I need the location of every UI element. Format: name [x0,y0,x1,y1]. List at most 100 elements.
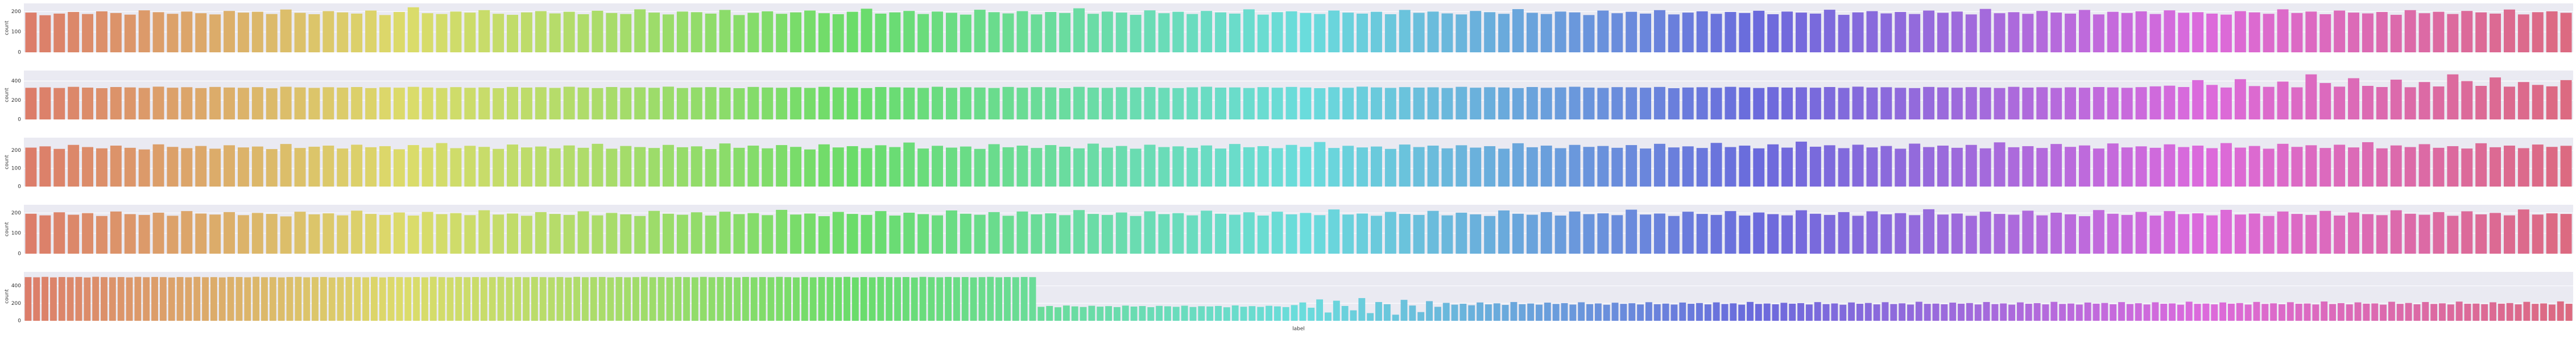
bar [1493,303,1500,321]
bar [1814,302,1821,321]
bar [1130,306,1138,321]
bar [393,212,405,254]
bar [2329,304,2336,321]
bar [676,88,688,119]
bar [345,277,353,321]
bar [974,87,986,119]
bar [2121,88,2133,119]
bar [2362,142,2374,187]
bar [2546,147,2558,187]
bar [1512,213,1524,254]
bar [1073,148,1085,187]
bar [662,86,674,119]
y-axis-label: count [5,20,10,35]
bar [1866,11,1878,52]
bar [1158,214,1170,254]
bar [1370,11,1382,52]
bar [2270,303,2277,321]
bar [2560,13,2572,52]
bar [1569,304,1577,321]
bar [1594,303,1602,321]
bar [577,211,589,254]
bar [2405,303,2412,321]
bar [535,212,547,254]
bar [1314,142,1326,187]
bar [421,212,433,254]
bar [1536,304,1543,321]
bar [295,276,302,321]
bar [1314,14,1326,53]
bar [1243,88,1255,119]
bar [1342,146,1354,187]
bar [2206,148,2218,187]
bar [407,145,419,187]
bar [1696,303,1703,321]
bar [2036,215,2048,254]
bar [1358,298,1366,321]
bar [1434,307,1441,321]
bar [450,148,462,187]
bar [2498,303,2505,321]
bar [932,146,944,187]
bar [2135,11,2147,53]
bar [1611,303,1619,321]
bar [717,277,724,321]
bar [2078,145,2090,187]
bar [124,87,136,119]
bar [733,214,745,254]
bar [590,277,597,321]
bar [1668,216,1680,254]
y-tick-label: 400 [11,78,21,84]
bar [988,88,1000,119]
bar [903,88,915,119]
bar [1923,10,1935,53]
bar [889,87,901,119]
bar [2461,148,2473,187]
bar [801,276,808,321]
bar [1540,88,1552,119]
bar [450,213,462,254]
bar [1144,87,1156,119]
bar [138,88,150,119]
bar [861,148,873,187]
bar [1186,87,1198,119]
y-axis-label: count [5,289,10,304]
bar [1498,14,1510,52]
bar [2036,148,2048,187]
bar [1597,213,1609,254]
bar [2075,304,2083,321]
bar [53,212,65,254]
bar [493,148,505,187]
bar [96,88,107,119]
bar [1554,87,1566,119]
bar [592,88,603,119]
bar [2263,216,2275,254]
bar [548,277,555,321]
bar [2305,145,2317,187]
bar [1653,10,1665,53]
bar [209,14,221,53]
y-tick-label: 400 [11,283,21,289]
bar [2093,303,2100,321]
bar [563,145,575,187]
bar [25,88,37,119]
bar [110,211,122,254]
bar [1979,148,1991,187]
bar [2277,211,2289,254]
bar [92,276,100,321]
y-tick-label: 0 [18,251,21,257]
bar [917,214,929,254]
bar [1626,145,1638,187]
bar [1781,11,1793,52]
bar [960,14,971,52]
bar [620,214,632,254]
bar [1357,213,1368,254]
bar [1333,300,1340,321]
bar [2557,301,2564,321]
bar [294,13,306,52]
bar [1370,87,1382,119]
bar [762,148,774,187]
bar [39,87,51,119]
bar [393,88,405,119]
bar [33,277,40,321]
